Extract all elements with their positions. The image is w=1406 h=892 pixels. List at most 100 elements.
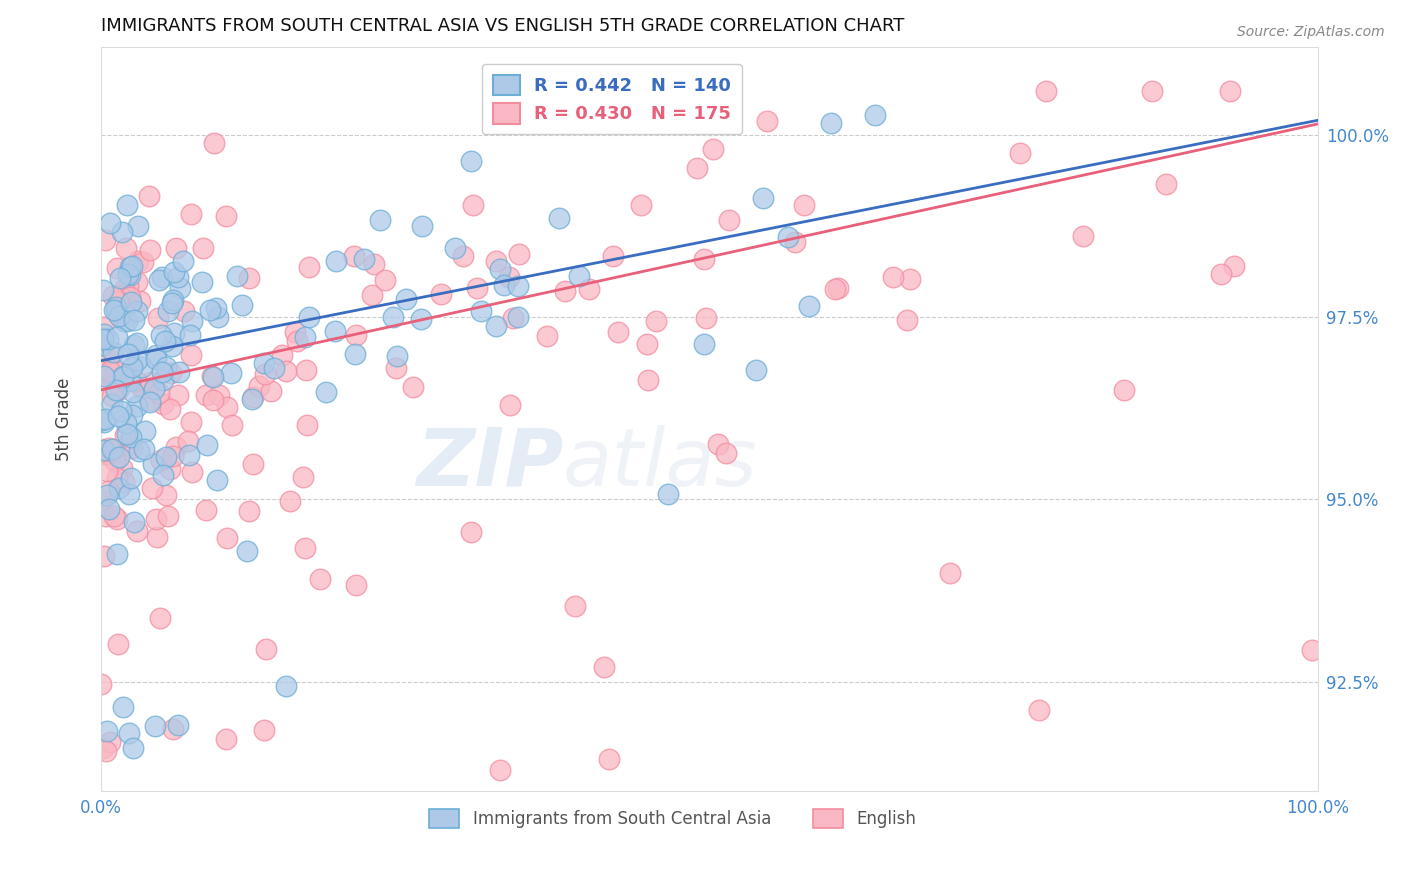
Point (107, 293, 129, 308)
Point (498, 270, 520, 285)
Point (94, 509, 117, 524)
Point (363, 257, 385, 271)
Point (502, 310, 524, 325)
Point (411, 219, 433, 234)
Point (117, 726, 139, 740)
Point (97, 441, 120, 455)
Point (96, 744, 118, 758)
Point (153, 334, 176, 348)
Point (395, 292, 418, 306)
Point (141, 481, 163, 495)
Point (146, 311, 169, 326)
Point (167, 718, 190, 732)
Point (145, 352, 167, 367)
Point (208, 388, 231, 402)
Point (97, 333, 120, 347)
Point (451, 249, 474, 263)
Text: Source: ZipAtlas.com: Source: ZipAtlas.com (1237, 25, 1385, 39)
Point (91, 320, 114, 334)
Point (195, 503, 218, 517)
Point (107, 450, 129, 465)
Point (104, 453, 127, 467)
Point (105, 330, 128, 344)
Point (121, 259, 143, 273)
Point (353, 252, 375, 266)
Point (695, 311, 717, 326)
Point (118, 487, 141, 501)
Point (221, 418, 243, 433)
Point (115, 417, 138, 431)
Point (115, 241, 138, 255)
Point (344, 328, 367, 343)
Point (139, 243, 162, 257)
Point (145, 512, 167, 526)
Point (295, 363, 318, 377)
Point (163, 265, 186, 279)
Point (180, 207, 202, 221)
Point (173, 303, 195, 318)
Point (717, 213, 740, 227)
Point (325, 253, 347, 268)
Point (150, 453, 173, 467)
Point (235, 544, 257, 558)
Point (93, 347, 115, 361)
Point (752, 191, 775, 205)
Point (1028, 702, 1050, 716)
Point (127, 219, 149, 233)
Point (1156, 178, 1178, 192)
Point (111, 461, 134, 475)
Point (1222, 259, 1244, 273)
Point (129, 293, 152, 308)
Point (145, 348, 167, 362)
Point (143, 382, 166, 396)
Point (93, 549, 115, 563)
Point (270, 348, 292, 362)
Point (101, 389, 124, 403)
Point (100, 442, 122, 457)
Point (142, 457, 165, 471)
Point (637, 373, 659, 387)
Point (108, 481, 131, 495)
Point (506, 279, 529, 293)
Point (105, 383, 128, 397)
Point (134, 442, 156, 456)
Point (156, 508, 179, 523)
Point (215, 401, 238, 415)
Point (693, 336, 716, 351)
Point (107, 637, 129, 651)
Point (240, 392, 263, 407)
Point (120, 470, 142, 484)
Point (105, 471, 128, 485)
Point (276, 679, 298, 693)
Point (191, 241, 214, 255)
Point (323, 324, 346, 338)
Point (111, 370, 134, 384)
Point (489, 763, 512, 777)
Point (122, 384, 145, 399)
Point (167, 365, 190, 379)
Point (122, 312, 145, 326)
Point (117, 268, 139, 282)
Point (298, 260, 321, 275)
Point (602, 249, 624, 263)
Point (121, 408, 143, 422)
Point (238, 504, 260, 518)
Point (150, 365, 173, 379)
Point (824, 283, 846, 297)
Point (898, 271, 921, 285)
Text: atlas: atlas (564, 425, 758, 503)
Point (131, 359, 153, 374)
Point (499, 398, 522, 412)
Point (125, 353, 148, 368)
Point (112, 282, 135, 296)
Point (93, 442, 115, 457)
Point (128, 443, 150, 458)
Point (176, 434, 198, 448)
Text: IMMIGRANTS FROM SOUTH CENTRAL ASIA VS ENGLISH 5TH GRADE CORRELATION CHART: IMMIGRANTS FROM SOUTH CENTRAL ASIA VS EN… (101, 17, 904, 35)
Point (96, 463, 118, 477)
Point (105, 366, 128, 380)
Point (125, 399, 148, 413)
Point (242, 457, 264, 471)
Point (165, 241, 187, 255)
Point (118, 438, 141, 452)
